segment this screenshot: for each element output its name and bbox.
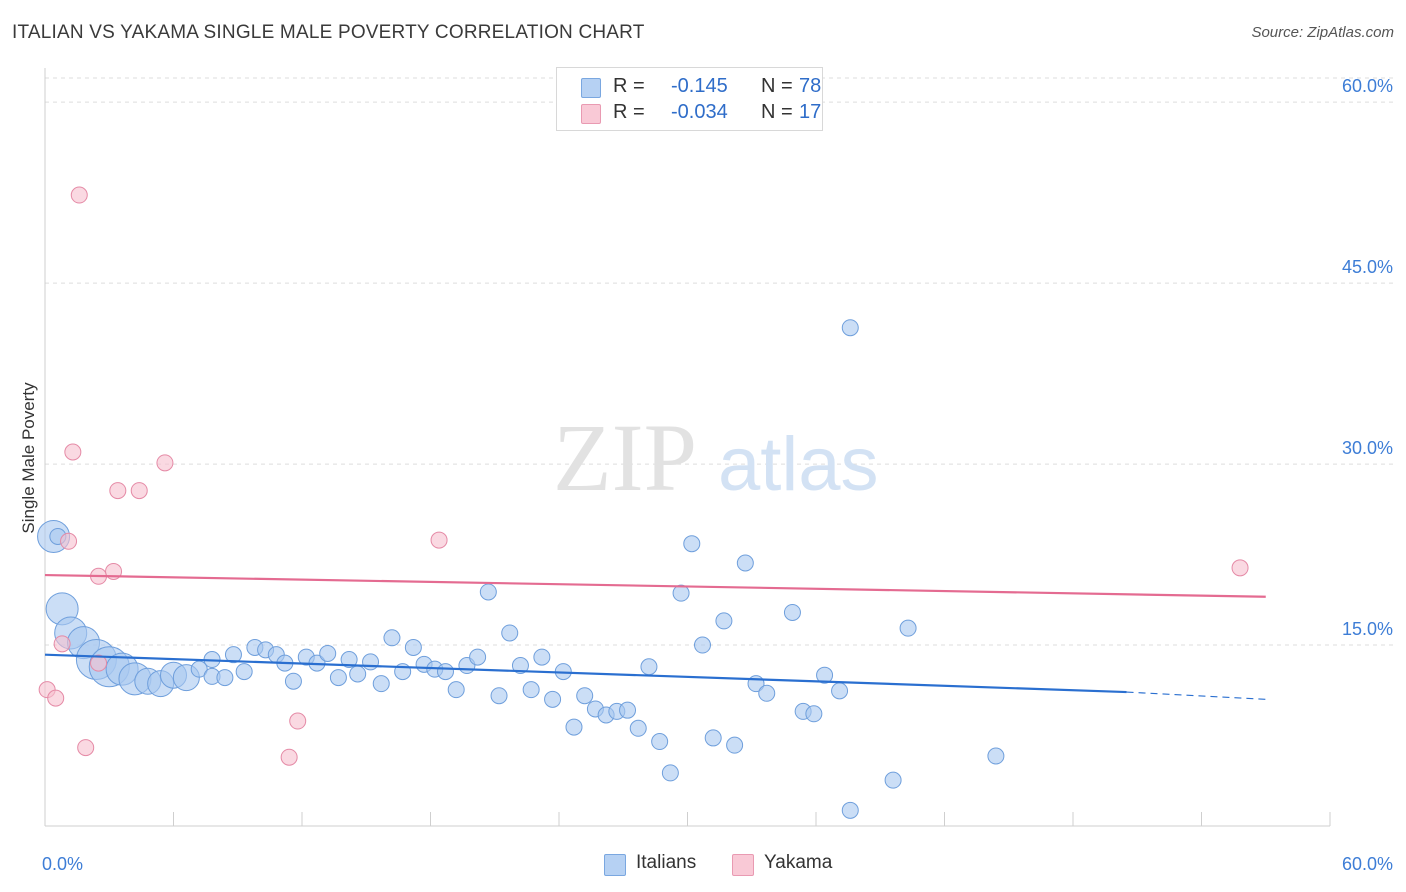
yakama-swatch — [581, 104, 601, 124]
n-value: 78 — [799, 75, 822, 97]
italians-point — [816, 666, 834, 684]
italians-point — [319, 644, 337, 662]
x-tick-label: 60.0% — [1342, 854, 1393, 874]
labels-layer: 15.0% 30.0% 45.0% 60.0% 0.0% 60.0% — [42, 76, 1393, 874]
italians-point — [619, 701, 637, 719]
grid-layer — [45, 77, 1395, 646]
stats-legend: R = -0.145 N = 78 R = -0.034 N = 17 — [556, 67, 823, 131]
italians-point — [190, 660, 208, 678]
yakama-legend-swatch — [732, 854, 754, 876]
trend-layer — [44, 573, 1266, 700]
italians-point — [651, 733, 669, 751]
italians-point — [522, 681, 540, 699]
italians-point — [841, 801, 859, 819]
italians-point — [479, 583, 497, 601]
yakama-point — [289, 712, 307, 730]
italians-point — [672, 584, 690, 602]
yakama-point — [430, 531, 448, 549]
italians-point — [683, 535, 701, 553]
italians-point — [629, 719, 647, 737]
italians-point — [340, 651, 358, 669]
r-label: R = — [613, 75, 645, 97]
italians-point — [758, 684, 776, 702]
yakama-point — [64, 443, 82, 461]
italians-point — [349, 665, 367, 683]
yakama-point — [60, 532, 78, 550]
italians-point — [987, 747, 1005, 765]
italians-point — [216, 669, 234, 687]
italians-swatch — [581, 78, 601, 98]
chart-title: ITALIAN VS YAKAMA SINGLE MALE POVERTY CO… — [12, 22, 645, 43]
italians-point — [831, 682, 849, 700]
italians-point — [362, 653, 380, 671]
italians-point — [726, 736, 744, 754]
italians-point — [884, 771, 902, 789]
watermark-atlas: atlas — [718, 422, 879, 507]
y-tick-label: 30.0% — [1342, 438, 1393, 458]
legend-label: Yakama — [764, 852, 833, 873]
yakama-point — [47, 689, 65, 707]
italians-point — [511, 657, 529, 675]
x-tick-label: 0.0% — [42, 854, 83, 874]
italians-point — [783, 603, 801, 621]
watermark: ZIP atlas — [553, 404, 879, 511]
r-value: -0.145 — [671, 75, 728, 97]
italians-point — [565, 718, 583, 736]
watermark-zip: ZIP — [553, 404, 697, 511]
italians-point — [544, 690, 562, 708]
points-layer — [37, 186, 1249, 819]
italians-trend-extension — [1126, 691, 1266, 700]
y-axis-label: Single Male Poverty — [19, 382, 38, 534]
yakama-point — [156, 454, 174, 472]
italians-point — [661, 764, 679, 782]
italians-point — [284, 672, 302, 690]
yakama-point — [90, 654, 108, 672]
italians-point — [372, 675, 390, 693]
italians-point — [841, 319, 859, 337]
italians-point — [329, 669, 347, 687]
legend-label: Italians — [636, 852, 697, 873]
yakama-point — [53, 635, 71, 653]
italians-point — [693, 636, 711, 654]
italians-point — [235, 663, 253, 681]
italians-point — [640, 658, 658, 676]
italians-point — [899, 619, 917, 637]
italians-point — [383, 629, 401, 647]
italians-point — [501, 624, 519, 642]
italians-point — [404, 638, 422, 656]
y-tick-label: 15.0% — [1342, 619, 1393, 639]
y-tick-label: 60.0% — [1342, 76, 1393, 96]
yakama-trend-line — [44, 573, 1266, 598]
yakama-point — [109, 482, 127, 500]
source-credit: Source: ZipAtlas.com — [1251, 24, 1394, 41]
italians-point — [715, 612, 733, 630]
yakama-point — [130, 482, 148, 500]
yakama-point — [1231, 559, 1249, 577]
n-label: N = — [761, 101, 793, 123]
italians-point — [533, 648, 551, 666]
italians-point — [436, 663, 454, 681]
r-label: R = — [613, 101, 645, 123]
series-legend: Italians Yakama — [0, 852, 1406, 878]
n-label: N = — [761, 75, 793, 97]
italians-point — [224, 646, 242, 664]
n-value: 17 — [799, 101, 822, 123]
yakama-point — [280, 748, 298, 766]
axes-layer — [44, 68, 1331, 827]
italians-point — [704, 729, 722, 747]
italians-point — [490, 687, 508, 705]
yakama-point — [70, 186, 88, 204]
italians-point — [736, 554, 754, 572]
italians-point — [576, 687, 594, 705]
italians-point — [447, 681, 465, 699]
italians-point — [805, 705, 823, 723]
r-value: -0.034 — [671, 101, 728, 123]
italians-trend-line — [44, 653, 1127, 694]
yakama-point — [77, 739, 95, 757]
y-tick-label: 45.0% — [1342, 257, 1393, 277]
italians-point — [469, 648, 487, 666]
italians-legend-swatch — [604, 854, 626, 876]
